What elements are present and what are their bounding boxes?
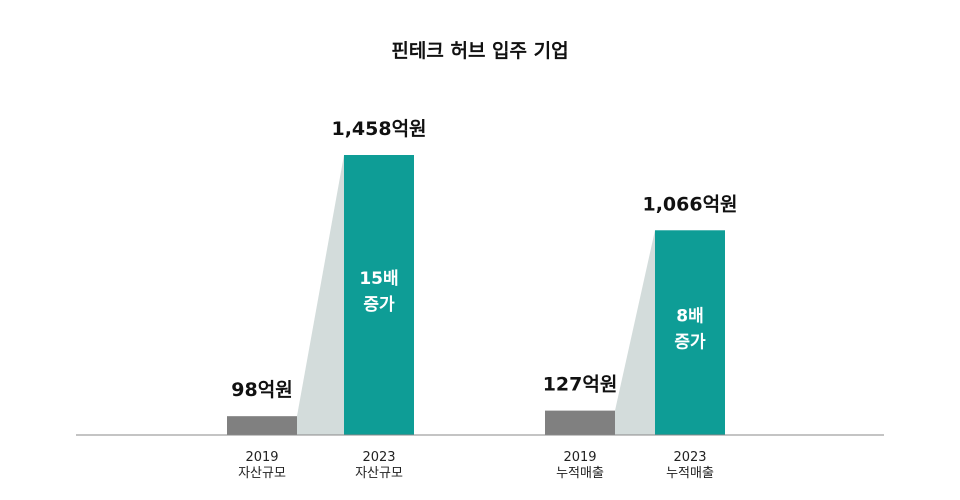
bar-자산규모-2019 xyxy=(227,416,297,435)
plot-area: 98억원2019자산규모1,458억원2023자산규모15배증가127억원201… xyxy=(227,118,738,481)
x-tick-year: 2019 xyxy=(563,450,596,465)
x-tick-year: 2023 xyxy=(673,450,706,465)
bar-누적매출-2023 xyxy=(655,230,725,435)
growth-annotation: 8배 xyxy=(676,307,703,327)
x-tick-year: 2019 xyxy=(245,450,278,465)
data-label: 127억원 xyxy=(543,374,618,396)
x-tick-category: 자산규모 xyxy=(355,466,403,481)
growth-connector xyxy=(615,230,655,435)
x-tick-category: 누적매출 xyxy=(556,466,604,481)
data-label: 1,458억원 xyxy=(331,118,426,140)
chart-title: 핀테크 허브 입주 기업 xyxy=(391,40,568,62)
bar-누적매출-2019 xyxy=(545,410,615,435)
growth-connector xyxy=(297,155,344,435)
bar-자산규모-2023 xyxy=(344,155,414,435)
growth-annotation: 증가 xyxy=(363,295,395,315)
x-tick-category: 자산규모 xyxy=(238,466,286,481)
growth-annotation: 15배 xyxy=(359,269,398,289)
growth-annotation: 증가 xyxy=(674,333,706,353)
x-tick-category: 누적매출 xyxy=(666,466,714,481)
data-label: 1,066억원 xyxy=(642,193,737,215)
x-tick-year: 2023 xyxy=(362,450,395,465)
data-label: 98억원 xyxy=(231,379,292,401)
